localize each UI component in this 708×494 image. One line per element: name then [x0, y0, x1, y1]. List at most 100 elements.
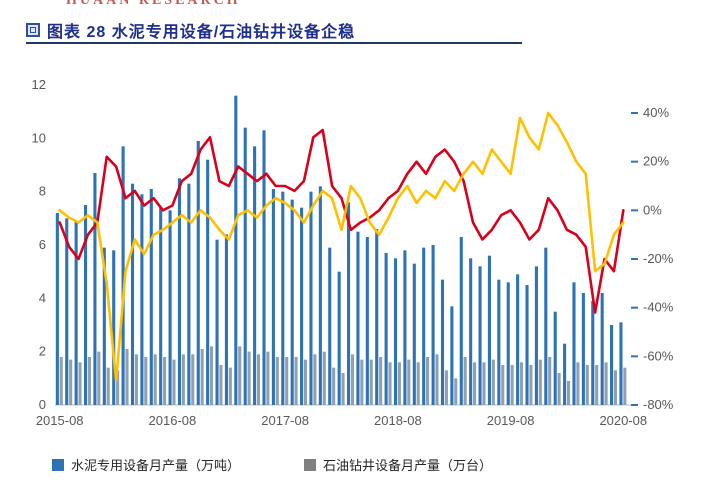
- legend-label-cement: 水泥专用设备月产量（万吨）: [71, 458, 241, 473]
- bar-cement: [469, 258, 473, 405]
- bar-cement: [356, 231, 360, 405]
- bar-oil: [454, 378, 458, 405]
- bar-cement: [130, 183, 135, 405]
- bar-oil: [576, 362, 580, 405]
- bar-cement: [384, 253, 388, 405]
- bar-cement: [74, 221, 78, 405]
- right-axis-tick-label: 0%: [643, 202, 662, 217]
- bar-oil: [153, 354, 157, 405]
- bar-cement: [337, 271, 341, 405]
- bar-cement: [309, 191, 313, 405]
- bar-oil: [69, 359, 73, 405]
- bar-oil: [191, 354, 195, 405]
- bar-cement: [187, 183, 191, 405]
- bar-oil: [604, 362, 608, 405]
- bar-cement: [516, 274, 520, 405]
- bar-cement: [281, 191, 285, 405]
- bar-cement: [553, 311, 557, 405]
- bar-cement: [450, 306, 454, 405]
- bar-oil: [181, 354, 185, 405]
- bar-cement: [112, 250, 116, 405]
- bar-oil: [519, 362, 524, 405]
- bar-oil: [332, 367, 336, 405]
- bar-cement: [243, 127, 247, 406]
- bar-oil: [510, 365, 514, 405]
- bar-oil: [491, 359, 495, 405]
- bar-cement: [300, 207, 304, 405]
- bar-oil: [106, 367, 110, 405]
- bar-oil: [144, 357, 148, 405]
- left-axis-tick-label: 10: [32, 130, 46, 145]
- title-underline: [26, 42, 522, 44]
- bar-cement: [271, 189, 275, 405]
- bar-oil: [97, 351, 101, 405]
- bar-oil: [426, 357, 430, 405]
- bar-oil: [256, 354, 261, 405]
- x-axis-tick-label: 2015-08: [36, 413, 84, 428]
- bar-oil: [172, 359, 176, 405]
- legend-label-oil: 石油钻井设备月产量（万台）: [323, 458, 493, 473]
- bar-oil: [529, 365, 533, 405]
- legend-item-oil: 石油钻井设备月产量（万台）: [304, 455, 492, 474]
- bar-oil: [163, 357, 167, 405]
- bar-cement: [525, 285, 529, 405]
- bar-oil: [595, 365, 599, 405]
- bar-oil: [313, 354, 317, 405]
- left-axis-tick-label: 12: [32, 77, 46, 92]
- figure-index-icon: [26, 23, 40, 37]
- bar-oil: [538, 359, 542, 405]
- bar-cement: [168, 210, 172, 405]
- bar-oil: [350, 354, 354, 405]
- left-axis-tick-label: 8: [39, 184, 46, 199]
- left-axis-tick-label: 4: [39, 290, 46, 305]
- bar-oil: [285, 357, 289, 405]
- bar-oil: [238, 346, 242, 405]
- bar-cement: [224, 234, 228, 405]
- bar-oil: [407, 359, 411, 405]
- bar-oil: [416, 362, 420, 405]
- bar-oil: [294, 357, 298, 405]
- bar-cement: [149, 189, 153, 405]
- bar-oil: [134, 354, 138, 405]
- bar-cement: [610, 325, 614, 405]
- bar-cement: [83, 205, 88, 405]
- bar-oil: [219, 365, 223, 405]
- bar-oil: [557, 373, 561, 405]
- bar-oil: [209, 346, 214, 405]
- bar-oil: [566, 381, 571, 405]
- bar-cement: [206, 159, 210, 405]
- bar-oil: [623, 367, 627, 405]
- bar-cement: [581, 293, 585, 405]
- line-red-yoy-pct: [58, 128, 625, 314]
- bar-oil: [322, 351, 326, 405]
- bar-cement: [563, 343, 567, 405]
- legend-item-cement: 水泥专用设备月产量（万吨）: [52, 455, 240, 474]
- bar-cement: [215, 239, 219, 405]
- bar-cement: [121, 146, 125, 405]
- right-axis-tick-label: 40%: [643, 105, 669, 120]
- bar-cement: [534, 266, 538, 405]
- bar-cement: [459, 237, 463, 405]
- bar-cement: [431, 245, 435, 405]
- bar-cement: [393, 258, 398, 405]
- right-axis-tick-label: -20%: [643, 251, 674, 266]
- bar-oil: [463, 357, 467, 405]
- bar-oil: [125, 349, 129, 405]
- left-axis-tick-label: 2: [39, 344, 46, 359]
- bar-oil: [266, 351, 270, 405]
- bar-cement: [290, 199, 294, 405]
- bar-cement: [422, 247, 426, 405]
- bar-oil: [388, 362, 392, 405]
- bar-cement: [196, 141, 200, 405]
- bar-oil: [435, 354, 439, 405]
- bar-cement: [487, 255, 491, 405]
- bar-oil: [501, 365, 505, 405]
- right-axis-tick-label: -40%: [643, 300, 674, 315]
- bar-cement: [253, 146, 257, 405]
- bar-oil: [247, 351, 251, 405]
- bar-cement: [497, 279, 501, 405]
- chart-legend: 水泥专用设备月产量（万吨） 石油钻井设备月产量（万台）: [52, 455, 698, 474]
- bar-cement: [318, 186, 322, 405]
- bar-oil: [369, 359, 373, 405]
